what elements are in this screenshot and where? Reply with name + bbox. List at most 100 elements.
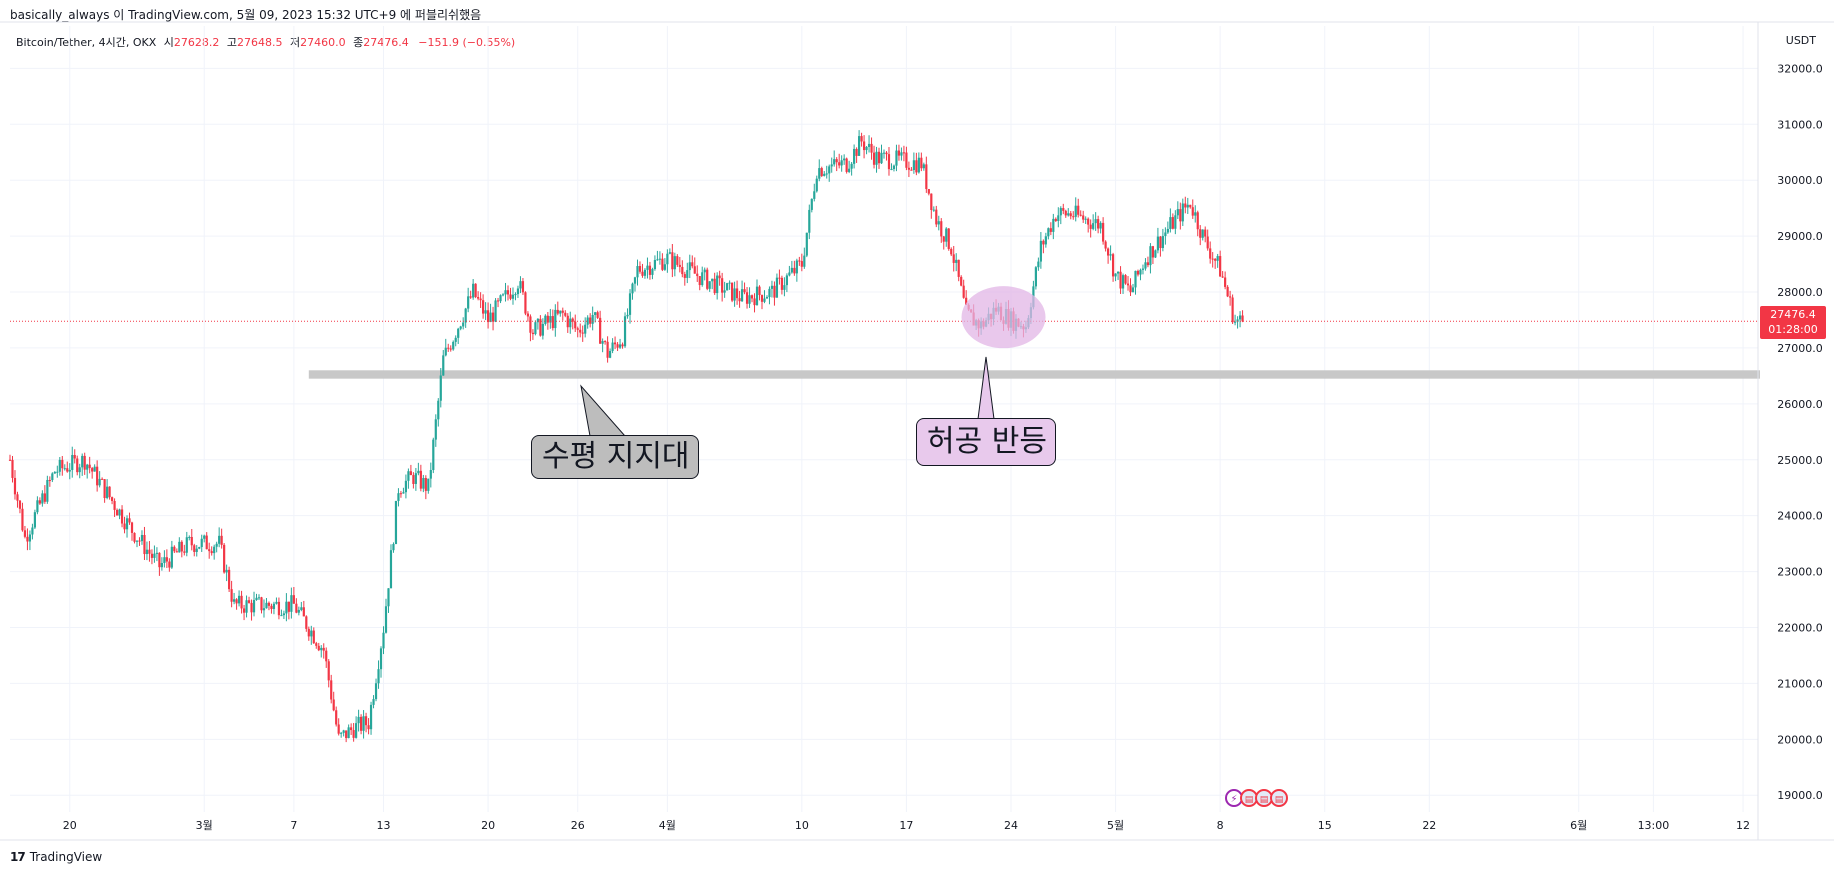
- candle-body: [800, 261, 803, 267]
- currency-label[interactable]: USDT: [1785, 34, 1816, 47]
- candle-body: [407, 471, 410, 481]
- current-price-tag: 27476.4 01:28:00: [1760, 306, 1826, 339]
- x-tick-label: 22: [1422, 819, 1436, 832]
- y-tick-label: 20000.0: [1777, 733, 1823, 746]
- candle-body: [414, 473, 417, 484]
- candle-body: [912, 160, 915, 171]
- candle-body: [1099, 222, 1102, 229]
- candle-body: [1159, 236, 1162, 249]
- candle-body: [790, 267, 793, 273]
- candle-body: [616, 344, 619, 348]
- x-tick-label: 3월: [196, 819, 213, 832]
- candle-body: [1067, 213, 1070, 216]
- candle-body: [516, 288, 520, 295]
- candle-body: [890, 169, 893, 171]
- candle-body: [362, 716, 365, 731]
- candle-body: [1077, 205, 1080, 215]
- candle-body: [125, 518, 129, 530]
- candle-body: [163, 557, 166, 564]
- candle-body: [808, 209, 811, 233]
- candle-body: [920, 157, 923, 169]
- candle-body: [200, 538, 203, 548]
- candle-body: [1141, 268, 1145, 270]
- candle-body: [564, 312, 567, 316]
- candle-body: [1233, 321, 1237, 323]
- candle-body: [760, 295, 764, 302]
- candle-body: [230, 589, 233, 602]
- candle-body: [785, 275, 788, 286]
- candle-body: [579, 329, 582, 333]
- candle-body: [1196, 212, 1199, 230]
- candle-body: [775, 277, 779, 298]
- candle-body: [845, 158, 848, 172]
- candle-body: [613, 342, 617, 345]
- us-flag-icon[interactable]: ▤: [1270, 789, 1288, 807]
- candle-body: [424, 478, 427, 491]
- candle-body: [350, 727, 353, 731]
- candle-body: [83, 455, 86, 470]
- candle-body: [743, 289, 746, 293]
- candle-body: [716, 275, 719, 294]
- candle-body: [1054, 218, 1057, 221]
- candle-body: [63, 468, 66, 470]
- candle-body: [312, 630, 315, 644]
- candle-body: [374, 683, 378, 700]
- candle-body: [452, 341, 455, 350]
- lightning-icon[interactable]: ⚡: [1225, 789, 1243, 807]
- candle-body: [900, 152, 903, 156]
- candle-body: [185, 537, 188, 553]
- y-tick-label: 19000.0: [1777, 789, 1823, 802]
- candle-body: [783, 285, 786, 290]
- candle-body: [643, 269, 647, 276]
- candle-body: [23, 530, 27, 537]
- symbol-name[interactable]: Bitcoin/Tether, 4시간, OKX: [16, 36, 157, 49]
- candle-body: [462, 322, 465, 327]
- economic-events[interactable]: ⚡ ▤ ▤ ▤: [1225, 789, 1288, 807]
- candle-body: [252, 600, 256, 613]
- candle-body: [551, 316, 554, 329]
- grid: [10, 26, 1758, 812]
- candle-body: [1151, 246, 1155, 258]
- candle-body: [106, 486, 109, 498]
- candle-body: [28, 534, 32, 542]
- candle-body: [392, 544, 395, 551]
- candle-body: [1072, 216, 1075, 218]
- candle-body: [46, 479, 49, 502]
- candle-body: [1047, 228, 1050, 237]
- candle-body: [36, 500, 39, 513]
- candle-body: [1194, 212, 1197, 216]
- candle-body: [355, 723, 358, 738]
- candle-body: [947, 228, 950, 249]
- candle-body: [469, 296, 472, 298]
- candle-body: [245, 600, 248, 613]
- candle-body: [604, 341, 607, 343]
- candle-body: [1209, 248, 1212, 259]
- candle-body: [833, 159, 836, 165]
- y-tick-label: 23000.0: [1777, 566, 1823, 579]
- candle-body: [342, 730, 345, 733]
- candle-body: [1079, 214, 1082, 216]
- candle-body: [599, 317, 602, 344]
- candle-body: [860, 136, 863, 142]
- tradingview-logo[interactable]: 17 TradingView: [10, 850, 102, 864]
- open-value: 27628.2: [173, 36, 220, 49]
- change-value: −151.9 (−0.55%): [418, 36, 516, 49]
- candle-body: [397, 493, 400, 501]
- candle-body: [917, 157, 920, 173]
- candle-body: [190, 536, 193, 546]
- candle-body: [1221, 276, 1224, 278]
- candle-body: [519, 281, 522, 289]
- candle-body: [210, 551, 213, 554]
- y-tick-label: 32000.0: [1777, 62, 1823, 75]
- candle-body: [820, 168, 823, 176]
- candle-body: [1049, 228, 1052, 232]
- candle-body: [1139, 269, 1142, 275]
- x-tick-label: 6월: [1570, 819, 1587, 832]
- candle-body: [855, 148, 858, 156]
- candle-body: [479, 298, 482, 301]
- candle-body: [633, 277, 637, 284]
- fake-bounce-callout: 허공 반등: [916, 418, 1056, 466]
- low-value: 27460.0: [300, 36, 346, 49]
- x-tick-label: 24: [1004, 819, 1018, 832]
